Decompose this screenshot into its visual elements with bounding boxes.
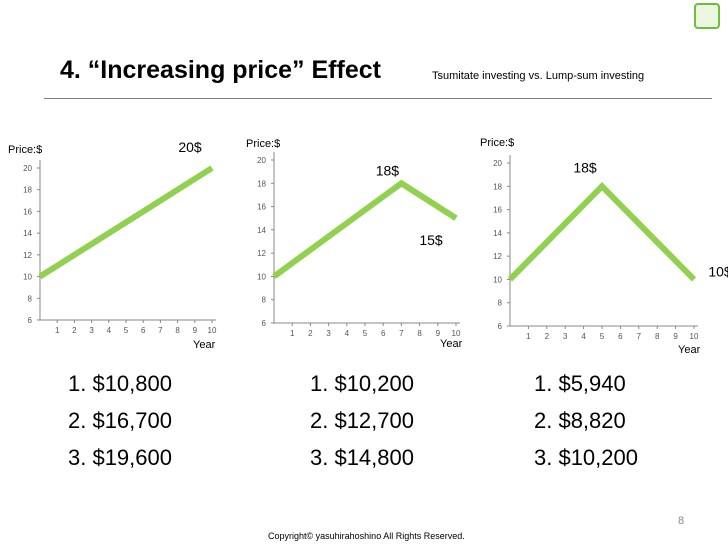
x-tick-label: 10 (690, 332, 699, 341)
y-axis-title: Price:$ (246, 138, 280, 150)
result-item: 3. $14,800 (310, 445, 414, 470)
y-tick-label: 6 (498, 322, 503, 331)
x-tick-label: 6 (141, 326, 146, 335)
price-line (507, 182, 697, 282)
y-tick-label: 16 (257, 203, 266, 212)
result-item: 3. $10,200 (534, 445, 638, 470)
result-item: 1. $5,940 (534, 371, 626, 396)
y-tick-label: 8 (262, 296, 267, 305)
y-tick-label: 6 (262, 319, 267, 328)
y-tick-label: 18 (257, 179, 266, 188)
x-tick-label: 1 (526, 332, 531, 341)
price-annotation: 10$ (708, 263, 728, 279)
y-tick-label: 10 (257, 272, 266, 281)
x-tick-label: 2 (545, 332, 550, 341)
x-tick-label: 7 (399, 329, 404, 338)
results-list-2: 1. $10,200 2. $12,700 3. $14,800 (310, 365, 414, 476)
y-tick-label: 10 (23, 273, 32, 282)
y-tick-label: 20 (257, 156, 266, 165)
x-tick-label: 5 (124, 326, 129, 335)
y-tick-label: 12 (257, 249, 266, 258)
y-tick-label: 18 (493, 182, 502, 191)
x-axis-title: Year (678, 344, 701, 356)
x-tick-label: 9 (673, 332, 678, 341)
y-axis-title: Price:$ (8, 144, 42, 156)
price-line (272, 179, 458, 279)
results-list-3: 1. $5,940 2. $8,820 3. $10,200 (534, 365, 638, 476)
result-item: 1. $10,800 (68, 371, 172, 396)
x-tick-label: 6 (381, 329, 386, 338)
x-tick-label: 7 (158, 326, 163, 335)
x-tick-label: 5 (600, 332, 605, 341)
page-number: 8 (678, 515, 685, 527)
y-tick-label: 8 (28, 294, 33, 303)
y-tick-label: 10 (493, 275, 502, 284)
result-item: 2. $8,820 (534, 408, 626, 433)
x-tick-label: 2 (72, 326, 77, 335)
results-list-1: 1. $10,800 2. $16,700 3. $19,600 (68, 365, 172, 476)
x-tick-label: 7 (637, 332, 642, 341)
x-tick-label: 1 (290, 329, 295, 338)
x-tick-label: 8 (417, 329, 422, 338)
x-tick-label: 3 (563, 332, 568, 341)
y-tick-label: 20 (493, 159, 502, 168)
x-tick-label: 3 (89, 326, 94, 335)
x-axis-title: Year (440, 338, 463, 350)
title-divider (44, 98, 712, 99)
y-tick-label: 6 (28, 316, 33, 325)
y-tick-label: 16 (493, 206, 502, 215)
x-tick-label: 4 (345, 329, 350, 338)
x-tick-label: 4 (107, 326, 112, 335)
x-tick-label: 9 (436, 329, 441, 338)
x-tick-label: 2 (308, 329, 313, 338)
price-annotation: 15$ (419, 232, 443, 248)
x-tick-label: 10 (208, 326, 217, 335)
y-axis-title: Price:$ (480, 137, 514, 149)
price-line (38, 165, 214, 280)
result-item: 2. $16,700 (68, 408, 172, 433)
x-tick-label: 8 (655, 332, 660, 341)
result-item: 2. $12,700 (310, 408, 414, 433)
x-axis-title: Year (193, 339, 216, 351)
y-tick-label: 14 (257, 226, 266, 235)
y-tick-label: 18 (23, 186, 32, 195)
x-tick-label: 10 (452, 329, 461, 338)
y-tick-label: 20 (23, 164, 32, 173)
page-subtitle: Tsumitate investing vs. Lump-sum investi… (432, 70, 645, 82)
y-tick-label: 8 (498, 299, 503, 308)
x-tick-label: 5 (363, 329, 368, 338)
logo-icon (694, 3, 720, 29)
price-annotation: 18$ (376, 162, 400, 178)
x-tick-label: 3 (326, 329, 331, 338)
y-tick-label: 16 (23, 207, 32, 216)
y-tick-label: 12 (493, 252, 502, 261)
price-annotation: 18$ (573, 159, 597, 175)
y-tick-label: 14 (493, 229, 502, 238)
page-title: 4. “Increasing price” Effect (60, 56, 381, 84)
result-item: 3. $19,600 (68, 445, 172, 470)
y-tick-label: 14 (23, 229, 32, 238)
copyright-notice: Copyright© yasuhirahoshino All Rights Re… (268, 531, 465, 541)
x-tick-label: 9 (193, 326, 198, 335)
x-tick-label: 6 (618, 332, 623, 341)
y-tick-label: 12 (23, 251, 32, 260)
x-tick-label: 8 (175, 326, 180, 335)
x-tick-label: 4 (581, 332, 586, 341)
x-tick-label: 1 (55, 326, 60, 335)
price-annotation: 20$ (178, 139, 202, 155)
result-item: 1. $10,200 (310, 371, 414, 396)
